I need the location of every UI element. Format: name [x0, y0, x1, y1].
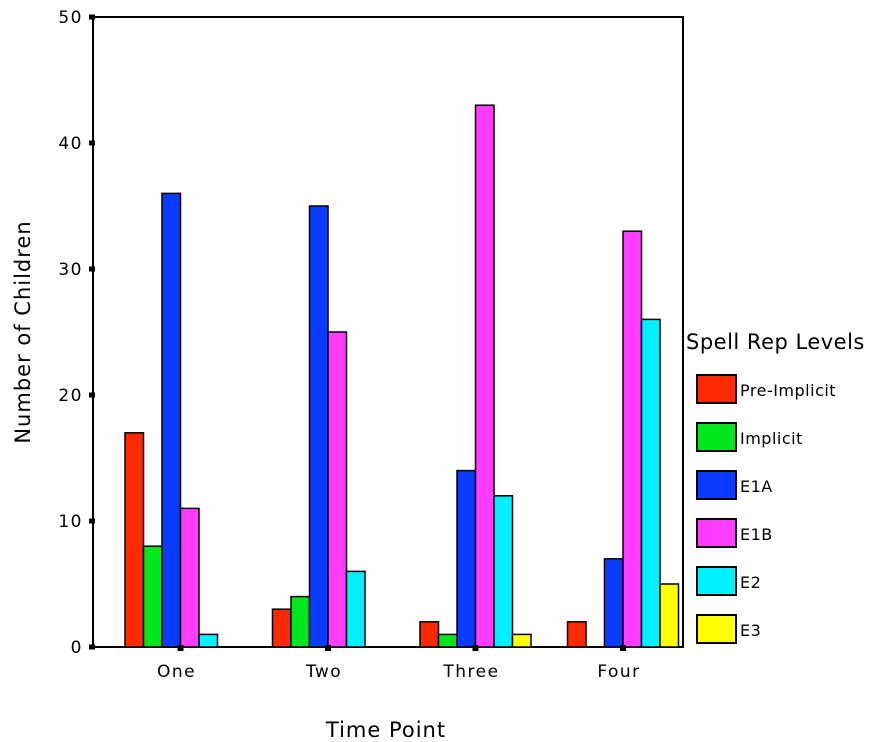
bar-pre-implicit-four	[566, 621, 587, 648]
bar-e2-two	[345, 570, 366, 648]
legend-label: E1B	[740, 525, 773, 544]
bar-implicit-two	[290, 595, 311, 648]
bar-e1b-three	[474, 104, 495, 648]
bar-e2-three	[493, 495, 514, 648]
bar-implicit-three	[437, 633, 458, 648]
x-tick-mark	[177, 645, 184, 651]
legend-swatch	[696, 470, 737, 500]
bars-group	[124, 104, 680, 648]
x-tick-label: Three	[442, 662, 499, 682]
y-tick-mark	[89, 518, 95, 524]
y-tick-mark	[89, 14, 95, 20]
legend-label: E3	[740, 621, 761, 640]
y-tick-mark	[89, 644, 95, 650]
x-tick-label: Four	[597, 662, 640, 682]
bar-e1b-four	[622, 230, 643, 648]
y-tick-label: 50	[58, 8, 83, 28]
legend: Pre-Implicit Implicit E1A E1B E2 E3	[696, 374, 836, 644]
legend-swatch	[696, 518, 737, 548]
y-tick-label: 30	[58, 260, 83, 280]
legend-swatch	[696, 614, 737, 644]
y-tick-mark	[89, 392, 95, 398]
bar-e1b-two	[327, 331, 348, 648]
y-tick-label: 10	[58, 512, 83, 532]
legend-swatch	[696, 422, 737, 452]
y-axis-ticks: 0 10 20 30 40 50	[58, 8, 95, 658]
y-tick-label: 20	[58, 386, 83, 406]
bar-e3-four	[659, 583, 680, 648]
legend-title: Spell Rep Levels	[686, 330, 865, 354]
legend-label: E2	[740, 573, 761, 592]
bar-e3-three	[511, 633, 532, 648]
legend-swatch	[696, 374, 737, 404]
x-tick-mark	[620, 645, 626, 651]
bar-e1a-two	[308, 205, 329, 648]
y-tick-mark	[89, 266, 95, 272]
bar-e1b-one	[179, 507, 200, 648]
x-axis-title: Time Point	[325, 718, 446, 742]
x-tick-label: Two	[305, 662, 342, 682]
bar-pre-implicit-two	[271, 608, 292, 648]
legend-label: Implicit	[740, 429, 803, 448]
legend-label: Pre-Implicit	[740, 381, 836, 400]
bar-e2-one	[198, 633, 219, 648]
bar-e2-four	[640, 318, 661, 648]
bar-pre-implicit-three	[419, 621, 440, 648]
legend-label: E1A	[740, 477, 773, 496]
x-tick-mark	[325, 645, 331, 651]
x-tick-mark	[472, 645, 479, 651]
y-tick-label: 0	[71, 638, 83, 658]
legend-swatch	[696, 566, 737, 596]
y-tick-mark	[89, 140, 95, 146]
y-tick-label: 40	[58, 134, 83, 154]
bar-e1a-one	[161, 192, 182, 648]
bar-e1a-four	[603, 558, 624, 648]
bar-implicit-one	[142, 545, 163, 648]
x-tick-label: One	[157, 662, 196, 682]
bar-e1a-three	[456, 469, 477, 648]
bar-pre-implicit-one	[124, 432, 145, 648]
x-axis-ticks: One Two Three Four	[157, 645, 640, 682]
y-axis-title: Number of Children	[11, 220, 35, 443]
